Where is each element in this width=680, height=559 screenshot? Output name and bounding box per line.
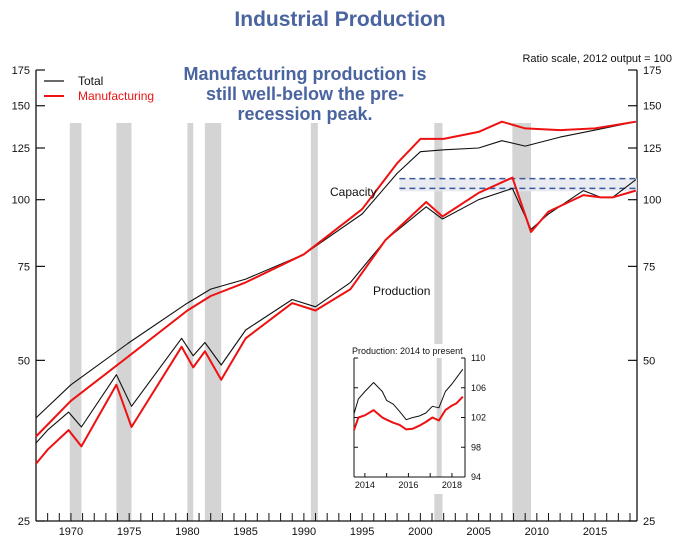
series-manufacturing-capacity: [35, 120, 636, 438]
y-tick-label: 25: [643, 516, 655, 528]
recession-bands: [69, 123, 532, 521]
y-tick-label: 175: [643, 65, 661, 77]
reference-lines: [399, 177, 637, 192]
legend-label: Manufacturing: [78, 89, 154, 103]
y-tick-label: 50: [18, 355, 30, 367]
recession-band: [512, 123, 532, 521]
recession-band: [434, 123, 443, 521]
y-tick-label: 175: [12, 65, 30, 77]
x-tick-label: 1970: [59, 526, 83, 538]
y-tick-label: 150: [643, 101, 661, 113]
x-tick-label: 1980: [175, 526, 199, 538]
y-tick-label: 100: [643, 195, 661, 207]
inset-x-tick-label: 2016: [398, 480, 418, 490]
inset-x-tick-label: 2014: [355, 480, 375, 490]
scale-note: Ratio scale, 2012 output = 100: [522, 53, 672, 65]
recession-band: [187, 123, 194, 521]
recession-band: [310, 123, 318, 521]
inset-shade: [436, 358, 442, 477]
y-tick-label: 100: [12, 195, 30, 207]
inset-series-total: [353, 368, 464, 421]
inset-series-manufacturing: [353, 396, 464, 431]
y-tick-label: 150: [12, 101, 30, 113]
x-tick-label: 1985: [233, 526, 257, 538]
y-tick-label: 125: [12, 143, 30, 155]
y-tick-label: 25: [18, 516, 30, 528]
y-tick-label: 50: [643, 355, 655, 367]
axes: 25 25 50 50 75 75 100 100 125 125 150 150 175 175 1970…: [12, 65, 662, 538]
legend-label: Total: [78, 74, 103, 88]
inset-chart: Production: 2014 to present 94 98 102 106 110…: [346, 344, 494, 494]
reference-band: [399, 178, 637, 192]
inset-y-tick-label: 110: [471, 353, 485, 363]
x-tick-label: 2005: [466, 526, 490, 538]
x-tick-label: 2010: [525, 526, 549, 538]
x-tick-label: 2000: [408, 526, 432, 538]
inset-x-tick-label: 2018: [442, 480, 462, 490]
inset-y-tick-label: 106: [471, 383, 486, 393]
y-tick-label: 125: [643, 143, 661, 155]
x-tick-label: 1990: [292, 526, 316, 538]
annotation: Manufacturing production is still well-b…: [183, 64, 427, 124]
series-manufacturing-production: [35, 176, 637, 465]
production-label: Production: [373, 284, 430, 298]
inset-background: [346, 344, 494, 494]
x-tick-label: 2015: [583, 526, 607, 538]
recession-band: [69, 123, 82, 521]
inset-y-tick-label: 98: [471, 442, 481, 452]
inset-title: Production: 2014 to present: [352, 346, 463, 356]
y-tick-label: 75: [18, 261, 30, 273]
x-tick-label: 1995: [350, 526, 374, 538]
recession-band: [116, 123, 132, 521]
capacity-label: Capacity: [330, 185, 377, 199]
recession-band: [204, 123, 222, 521]
y-tick-label: 75: [643, 261, 655, 273]
chart-title: Industrial Production: [234, 8, 446, 31]
inset-y-tick-label: 102: [471, 413, 486, 423]
x-tick-label: 1975: [117, 526, 141, 538]
series-total-production: [35, 179, 637, 444]
series-lines: Capacity Production: [35, 120, 637, 465]
inset-y-tick-label: 94: [471, 472, 481, 482]
series-total-capacity: [35, 121, 636, 419]
